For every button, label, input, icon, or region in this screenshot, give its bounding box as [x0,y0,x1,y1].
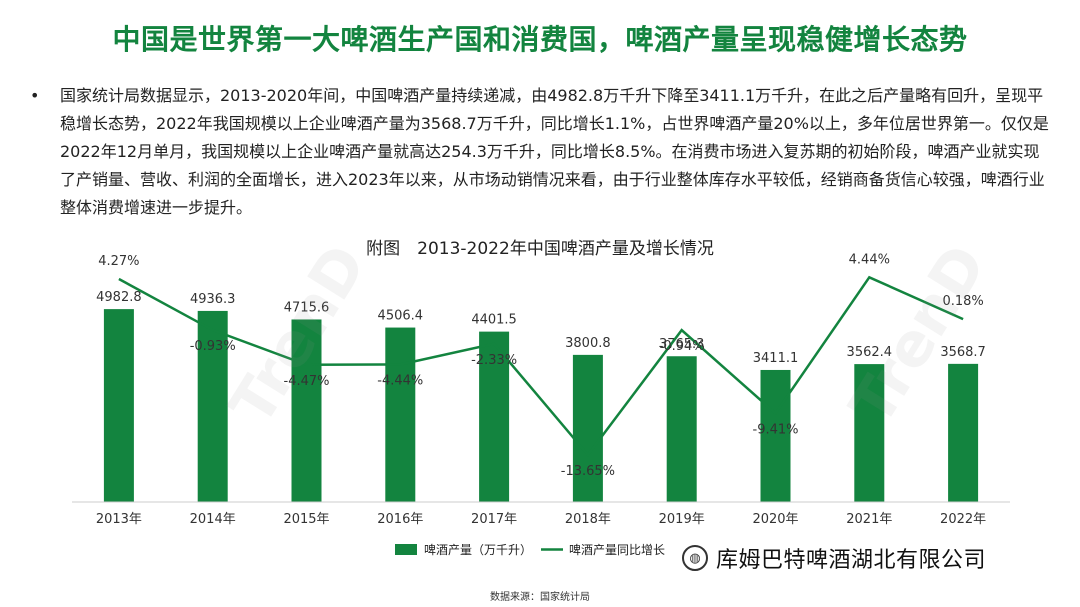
legend-bar-swatch [395,544,417,555]
bar-5 [572,354,603,502]
watermark-badge: ◍ 库姆巴特啤酒湖北有限公司 [682,538,987,578]
bar-0 [103,309,134,502]
bar-value-label-0: 4982.8 [96,290,142,305]
x-tick-label-4: 2017年 [471,512,517,527]
growth-value-label-0: 4.27% [98,254,139,269]
bar-3 [385,327,416,502]
wechat-icon: ◍ [682,545,708,571]
bar-value-label-9: 3568.7 [940,345,986,360]
bar-value-label-7: 3411.1 [753,351,799,366]
growth-value-label-1: -0.93% [190,339,236,354]
bar-group [103,309,979,502]
bar-8 [854,364,885,502]
x-axis-tick-labels: 2013年 2014年 2015年 2016年 2017年 2018年 2019年 2020年… [96,512,986,527]
growth-value-label-3: -4.44% [377,374,423,389]
bar-4 [479,331,510,502]
chart-legend: 啤酒产量（万千升） 啤酒产量同比增长 [395,542,665,557]
bar-value-label-1: 4936.3 [190,292,236,307]
description-paragraph: 国家统计局数据显示，2013-2020年间，中国啤酒产量持续递减，由4982.8… [60,86,1049,217]
x-tick-label-7: 2020年 [752,512,798,527]
chart-title: 附图 2013-2022年中国啤酒产量及增长情况 [366,239,714,259]
bar-value-label-8: 3562.4 [847,345,893,360]
growth-value-label-9: 0.18% [942,294,983,309]
bar-6 [666,356,697,502]
growth-value-label-6: -0.94% [659,339,705,354]
x-tick-label-1: 2014年 [190,512,236,527]
bullet-marker: • [30,86,40,105]
growth-line [118,275,964,457]
growth-value-label-2: -4.47% [284,374,330,389]
legend-bar-label: 啤酒产量（万千升） [424,542,532,557]
bar-value-label-5: 3800.8 [565,336,611,351]
x-tick-label-6: 2019年 [659,512,705,527]
bar-value-label-3: 4506.4 [378,309,424,324]
watermark-badge-text: 库姆巴特啤酒湖北有限公司 [716,548,987,573]
bar-value-label-2: 4715.6 [284,300,330,315]
growth-value-label-5: -13.65% [561,464,615,479]
growth-line-group [118,275,964,457]
x-tick-label-0: 2013年 [96,512,142,527]
x-tick-label-9: 2022年 [940,512,986,527]
bar-2 [291,319,322,502]
growth-value-label-7: -9.41% [753,422,799,437]
x-tick-label-5: 2018年 [565,512,611,527]
legend-line-label: 啤酒产量同比增长 [569,542,665,557]
page-title: 中国是世界第一大啤酒生产国和消费国，啤酒产量呈现稳健增长态势 [112,23,968,56]
x-tick-label-2: 2015年 [283,512,329,527]
growth-value-label-8: 4.44% [849,252,890,267]
growth-value-label-4: -2.33% [471,353,517,368]
growth-label-group: 4.27% -0.93% -4.47% -4.44% -2.33% -13.65% -0.9… [98,252,984,479]
bar-7 [760,369,791,502]
bar-9 [948,363,979,502]
bar-1 [197,310,228,502]
bar-value-label-4: 4401.5 [471,313,517,328]
data-source: 数据来源：国家统计局 [490,592,590,603]
x-tick-label-8: 2021年 [846,512,892,527]
x-tick-label-3: 2016年 [377,512,423,527]
